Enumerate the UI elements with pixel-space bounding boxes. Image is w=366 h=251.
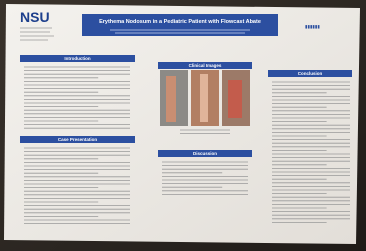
poster-title: Erythema Nodosum in a Pediatric Patient … [99, 19, 261, 25]
section-title: Discussion [193, 151, 217, 156]
section-title: Case Presentation [58, 137, 98, 142]
logo: NSU [20, 9, 50, 25]
section-title: Introduction [64, 56, 90, 61]
page: {"poster": {"logo": "NSU", "title": "Ery… [0, 0, 366, 251]
section-title: Conclusion [298, 71, 323, 76]
photo: NSU Erythema Nodosum in a Pediatric Pati… [0, 0, 366, 251]
institution-logo: ▮▮▮▮▮▮ [305, 24, 320, 29]
section-title: Clinical Images [189, 63, 222, 68]
